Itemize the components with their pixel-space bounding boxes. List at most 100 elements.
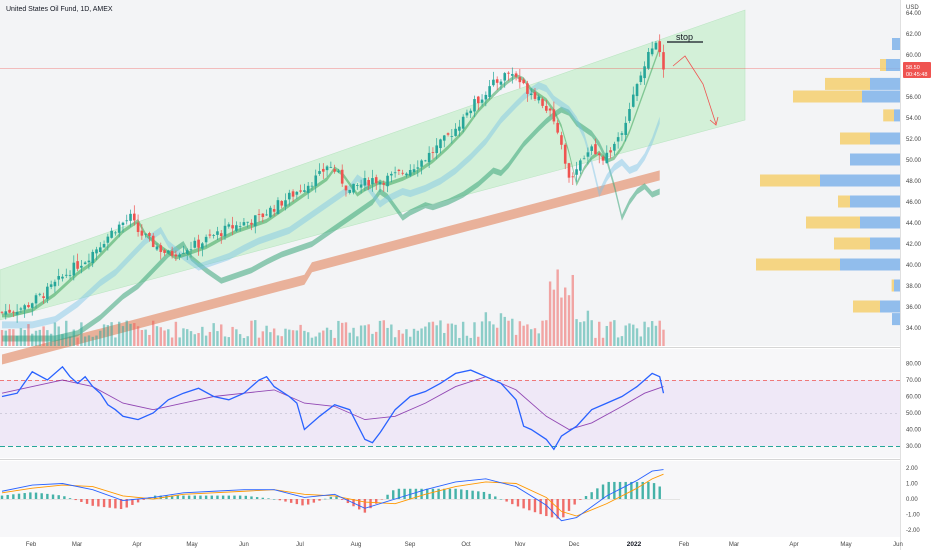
candle-body <box>386 175 389 187</box>
volume-bar <box>409 336 412 346</box>
candle-body <box>253 215 257 227</box>
candle-body <box>511 74 514 76</box>
volume-bar <box>8 329 11 346</box>
macd-histogram-bar <box>91 499 94 506</box>
price-tick-label: 40.00 <box>906 263 922 269</box>
volume-profile[interactable] <box>756 38 900 326</box>
candle-body <box>129 213 132 221</box>
volume-bar <box>114 337 117 346</box>
volume-bar <box>352 327 355 346</box>
macd-lines[interactable] <box>0 469 664 522</box>
time-axis[interactable]: Feb Mar Apr May Jun Jul Aug Sep Oct Nov Dec 2022 Feb… <box>26 541 903 548</box>
candle-body <box>605 152 609 164</box>
volume-bar <box>469 337 472 346</box>
candle-body <box>405 173 408 176</box>
candle-body <box>34 295 38 304</box>
rsi-line <box>1 365 665 451</box>
volume-bar <box>522 325 525 346</box>
macd-histogram-bar <box>131 499 134 505</box>
candle-body <box>83 262 87 265</box>
volume-bar <box>140 330 144 346</box>
macd-tick-label: 1.00 <box>906 482 918 488</box>
volume-bar <box>435 325 438 346</box>
candle-body <box>242 222 246 226</box>
volume-bar <box>431 321 435 346</box>
price-tick-label: 64.00 <box>906 11 922 17</box>
candle-body <box>299 190 302 192</box>
candle-body <box>182 253 185 254</box>
volume-bar <box>598 321 601 346</box>
candle-body <box>4 311 8 315</box>
volume-bar <box>530 329 533 346</box>
time-tick-label: Jun <box>239 542 249 548</box>
volume-bar <box>348 332 351 346</box>
rsi-axis[interactable]: 80.00 70.00 60.00 50.00 40.00 30.00 <box>906 362 922 451</box>
candle-body <box>265 214 268 216</box>
macd-histogram-bar <box>221 495 225 499</box>
candle-body <box>231 225 234 229</box>
macd-histogram-bar <box>652 483 656 499</box>
volume-bar <box>556 269 559 346</box>
candle-body <box>597 153 601 156</box>
macd-histogram-bar <box>465 490 469 499</box>
time-tick-label: Aug <box>351 542 362 548</box>
volume-profile-up <box>870 132 900 145</box>
candle-body <box>136 222 140 233</box>
macd-histogram-bar <box>23 493 26 499</box>
candle-body <box>216 231 219 235</box>
candle-body <box>340 169 344 184</box>
macd-axis[interactable]: 2.00 1.00 0.00 -1.00 -2.00 <box>906 466 920 534</box>
candles[interactable] <box>0 34 665 323</box>
candle-body <box>318 171 321 174</box>
candle-body <box>488 86 491 98</box>
volume-bar <box>136 326 140 346</box>
candle-body <box>76 261 79 269</box>
candle-body <box>552 109 556 122</box>
volume-bar <box>443 332 446 346</box>
macd-histogram-bar <box>658 486 661 499</box>
candle-body <box>223 225 227 237</box>
rsi-lines[interactable] <box>1 365 665 451</box>
volume-bar <box>31 333 34 346</box>
volume-bar <box>405 329 408 346</box>
macd-histogram-bar <box>522 499 525 509</box>
volume-bar <box>492 324 495 346</box>
volume-bar <box>227 337 230 346</box>
volume-bar <box>401 333 404 346</box>
candle-body <box>61 276 64 279</box>
price-axis[interactable]: 64.0062.0060.0058.0056.0054.0052.0050.00… <box>906 11 922 332</box>
candle-body <box>473 99 476 112</box>
candle-body <box>125 220 129 222</box>
macd-histogram-bar <box>159 495 162 499</box>
candle-body <box>212 235 215 236</box>
volume-bar <box>272 328 276 346</box>
candle-body <box>140 230 144 236</box>
volume-bar <box>314 336 317 346</box>
macd-histogram-bar <box>85 499 89 504</box>
candle-body <box>631 94 635 107</box>
volume-bar <box>280 336 283 346</box>
candle-body <box>465 112 469 116</box>
candle-body <box>144 233 147 235</box>
macd-histogram-bar <box>341 499 344 500</box>
macd-histogram-bar <box>0 495 4 499</box>
volume-bar <box>197 333 200 346</box>
volume-bar <box>148 334 151 346</box>
macd-histogram-bar <box>516 499 520 507</box>
volume-bar <box>12 329 15 346</box>
volume-profile-up <box>892 38 900 50</box>
volume-bar <box>412 328 416 346</box>
rising-channel[interactable] <box>0 9 746 321</box>
macd-histogram-bar <box>187 495 191 499</box>
volume-bar <box>322 330 325 346</box>
volume-bar <box>152 320 155 346</box>
price-tag[interactable] <box>903 62 931 78</box>
volume-bar <box>189 331 193 346</box>
volume-bar <box>356 336 359 346</box>
volume-bar <box>121 326 125 346</box>
candle-body <box>522 79 525 84</box>
projection-arrow[interactable] <box>672 55 717 125</box>
candle-body <box>291 191 295 197</box>
candle-body <box>19 308 23 310</box>
